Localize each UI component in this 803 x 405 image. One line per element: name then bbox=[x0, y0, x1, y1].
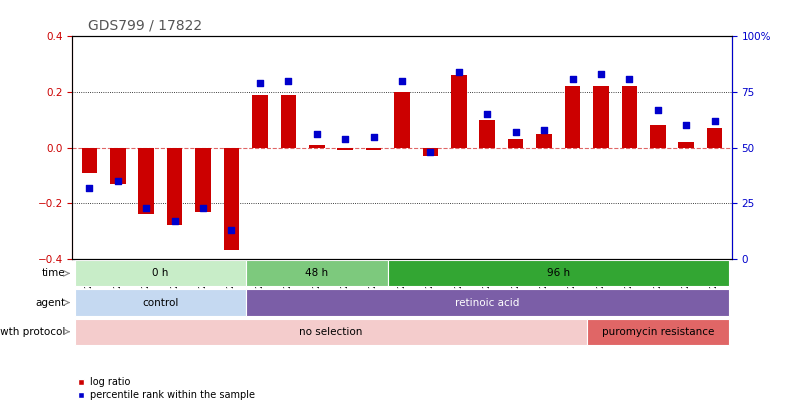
Point bbox=[253, 80, 266, 86]
Bar bbox=[365, 147, 381, 150]
Point bbox=[168, 218, 181, 224]
Point bbox=[197, 205, 210, 211]
Bar bbox=[536, 134, 551, 147]
Point bbox=[565, 75, 578, 82]
Point bbox=[452, 69, 465, 75]
Text: 96 h: 96 h bbox=[546, 269, 569, 278]
Bar bbox=[586, 319, 728, 345]
Text: control: control bbox=[142, 298, 178, 307]
Point bbox=[83, 184, 96, 191]
Bar bbox=[75, 260, 246, 286]
Point bbox=[480, 111, 493, 117]
Bar bbox=[564, 87, 580, 147]
Point bbox=[508, 129, 521, 135]
Bar bbox=[138, 147, 154, 214]
Bar bbox=[167, 147, 182, 226]
Bar bbox=[393, 92, 410, 147]
Bar bbox=[246, 260, 387, 286]
Bar bbox=[479, 120, 495, 147]
Bar bbox=[387, 260, 728, 286]
Point bbox=[423, 149, 436, 155]
Text: retinoic acid: retinoic acid bbox=[454, 298, 519, 307]
Text: puromycin resistance: puromycin resistance bbox=[601, 327, 713, 337]
Point bbox=[112, 178, 124, 184]
Point bbox=[622, 75, 635, 82]
Point bbox=[367, 133, 380, 140]
Text: 48 h: 48 h bbox=[305, 269, 328, 278]
Bar bbox=[507, 139, 523, 147]
Bar bbox=[252, 95, 267, 147]
Bar bbox=[450, 75, 466, 147]
Bar bbox=[337, 147, 353, 150]
Bar bbox=[223, 147, 239, 250]
Bar bbox=[110, 147, 125, 184]
Bar bbox=[280, 95, 296, 147]
Bar bbox=[649, 126, 665, 147]
Bar bbox=[621, 87, 636, 147]
Bar bbox=[246, 290, 728, 315]
Bar bbox=[75, 290, 246, 315]
Point bbox=[282, 78, 295, 84]
Point bbox=[225, 227, 238, 233]
Point bbox=[395, 78, 408, 84]
Text: growth protocol: growth protocol bbox=[0, 327, 66, 337]
Bar bbox=[195, 147, 210, 211]
Point bbox=[537, 127, 550, 133]
Point bbox=[707, 118, 720, 124]
Bar bbox=[706, 128, 722, 147]
Bar bbox=[308, 145, 324, 147]
Point bbox=[338, 136, 351, 142]
Point bbox=[140, 205, 153, 211]
Point bbox=[679, 122, 691, 129]
Bar bbox=[81, 147, 97, 173]
Bar bbox=[75, 319, 586, 345]
Point bbox=[650, 107, 663, 113]
Point bbox=[593, 71, 606, 77]
Text: time: time bbox=[42, 269, 66, 278]
Bar bbox=[678, 142, 693, 147]
Text: 0 h: 0 h bbox=[152, 269, 169, 278]
Text: GDS799 / 17822: GDS799 / 17822 bbox=[88, 18, 202, 32]
Bar bbox=[422, 147, 438, 156]
Text: no selection: no selection bbox=[299, 327, 362, 337]
Legend: log ratio, percentile rank within the sample: log ratio, percentile rank within the sa… bbox=[77, 377, 255, 400]
Text: agent: agent bbox=[35, 298, 66, 307]
Point bbox=[310, 131, 323, 138]
Bar bbox=[593, 87, 608, 147]
